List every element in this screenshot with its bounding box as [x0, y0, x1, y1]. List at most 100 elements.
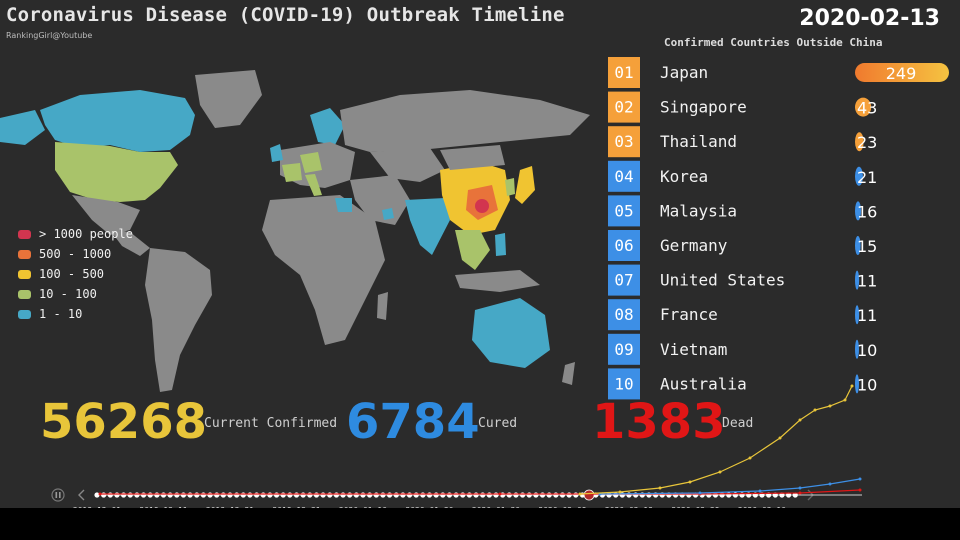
rank-box: [608, 230, 640, 261]
map-region-middle-east: [350, 175, 410, 225]
timeline-day-dot: [533, 492, 539, 498]
country-bar: [855, 201, 862, 221]
timeline-day-dot: [121, 492, 127, 498]
channel-credit: RankingGirl@Youtube: [6, 31, 93, 40]
cured-count: 6784: [346, 394, 480, 450]
map-region-italy: [305, 174, 322, 196]
confirmed-line-point: [658, 486, 662, 490]
timeline-day-dot: [220, 492, 226, 498]
timeline-day-dot: [293, 492, 300, 498]
rank-number: 03: [614, 132, 633, 151]
confirmed-line-point: [748, 456, 752, 460]
timeline-day-dot: [539, 492, 546, 498]
timeline-day-dot: [340, 492, 346, 498]
confirmed-line-point: [718, 470, 722, 474]
timeline-day-dot: [267, 492, 273, 498]
map-region-australia: [472, 298, 550, 368]
timeline-day-dot: [367, 492, 373, 498]
rank-number: 05: [614, 201, 633, 220]
timeline-day-dot: [506, 492, 512, 498]
legend-item: 100 - 500: [18, 264, 133, 284]
timeline-day-dot: [140, 492, 147, 498]
timeline-day-dot: [260, 492, 266, 498]
bar-value-label: 43: [857, 99, 877, 118]
map-region-philippines: [495, 233, 506, 256]
map-region-uae: [382, 208, 394, 220]
timeline-day-dot: [300, 492, 306, 498]
confirmed-line-point: [850, 384, 854, 388]
cured-line-point: [798, 486, 802, 490]
rank-box: [608, 91, 640, 123]
timeline-day-dot: [393, 492, 399, 498]
bar-value-label: 16: [857, 202, 877, 221]
timeline-day-dot: [114, 492, 120, 498]
x-tick-label: 2020-03-10: [738, 506, 786, 508]
timeline-day-dot: [546, 492, 552, 498]
map-region-greenland: [195, 70, 262, 128]
map-region-southeast-asia: [455, 230, 490, 270]
current-date: 2020-02-13: [799, 6, 940, 31]
confirmed-line-point: [688, 480, 692, 484]
timeline-day-dot: [559, 492, 566, 498]
dead-line-point: [498, 492, 502, 496]
legend-swatch: [18, 309, 31, 319]
timeline-day-dot: [373, 492, 379, 498]
timeline-day-dot: [712, 492, 719, 498]
cured-label: Cured: [478, 416, 518, 431]
legend-item: > 1000 people: [18, 224, 133, 244]
bar-value-label: 10: [857, 375, 877, 394]
legend-label: 10 - 100: [39, 287, 97, 301]
legend-label: > 1000 people: [39, 227, 133, 241]
timeline-day-dot: [167, 492, 173, 498]
rank-number: 08: [614, 305, 633, 324]
timeline-day-dot: [413, 492, 419, 498]
bar-value-label: 10: [857, 341, 877, 360]
country-bar: [855, 339, 859, 359]
country-name: Vietnam: [660, 340, 727, 359]
rank-number: 04: [614, 167, 633, 186]
timeline-day-dot: [440, 492, 446, 498]
timeline-day-dot: [160, 492, 167, 498]
dead-count: 1383: [592, 394, 726, 450]
x-tick-label: 2020-01-20: [405, 506, 453, 508]
dead-line-point: [858, 488, 862, 492]
timeline-day-dot: [473, 492, 479, 498]
map-region-france: [282, 163, 302, 182]
rank-number: 01: [614, 63, 633, 82]
timeline-day-dot: [280, 492, 286, 498]
x-tick-label: 2020-02-09: [538, 506, 586, 508]
legend-item: 500 - 1000: [18, 244, 133, 264]
legend-label: 500 - 1000: [39, 247, 112, 261]
timeline-day-dot: [127, 492, 133, 498]
timeline-day-dot: [613, 492, 619, 498]
chart-stage: { "header": { "title": "Coronavirus Dise…: [0, 0, 960, 508]
map-region-egypt: [335, 198, 352, 212]
map-region-india: [405, 198, 450, 255]
rank-number: 09: [614, 340, 633, 359]
confirmed-label: Current Confirmed: [204, 416, 338, 431]
timeline-day-dot: [792, 492, 798, 498]
map-region-korea: [505, 178, 515, 196]
timeline-day-dot: [420, 492, 426, 498]
timeline-day-dot: [180, 492, 187, 498]
bar-value-label: 11: [857, 272, 877, 291]
confirmed-line-point: [828, 404, 832, 408]
bar-value-label: 23: [857, 133, 877, 152]
bar-value-label: 11: [857, 306, 877, 325]
timeline-day-dot: [400, 492, 406, 498]
cured-line-point: [758, 489, 762, 493]
country-bar: [855, 97, 872, 117]
bar-value-label: 21: [857, 168, 877, 187]
timeline-day-dot: [486, 492, 492, 498]
confirmed-line-point: [798, 418, 802, 422]
timeline-day-dot: [147, 492, 153, 498]
timeline-day-dot: [307, 492, 313, 498]
confirmed-line-point: [618, 490, 622, 494]
pause-button: [51, 488, 65, 502]
map-region-russia: [340, 90, 590, 152]
timeline-day-dot: [154, 492, 160, 498]
x-tick-label: 2019-12-11: [139, 506, 187, 508]
timeline-trend-chart: 2019-12-01 2019-12-11 2019-12-21 2019-12-31…: [51, 384, 862, 508]
x-tick-label: 2019-12-21: [206, 506, 254, 508]
timeline-day-dot: [347, 492, 353, 498]
